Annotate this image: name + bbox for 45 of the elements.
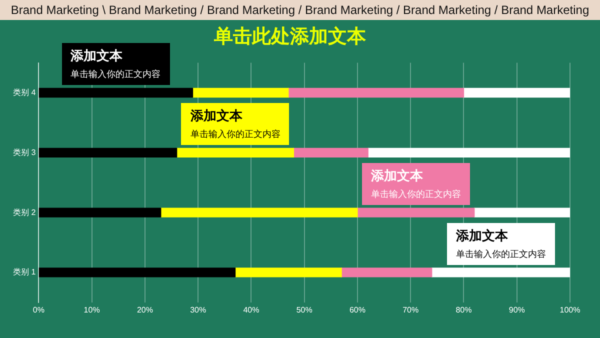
bar <box>288 88 464 98</box>
text-callout: 添加文本 单击输入你的正文内容 <box>446 222 555 265</box>
text-callout: 添加文本 单击输入你的正文内容 <box>181 103 290 146</box>
x-tick-label: 100% <box>560 305 580 314</box>
x-tick-label: 0% <box>32 305 44 314</box>
annotation: 单击输入你的正文内容 <box>456 248 546 261</box>
x-tick-label: 20% <box>136 305 153 314</box>
annotation: 单击输入你的正文内容 <box>70 68 161 82</box>
bar <box>176 148 294 158</box>
bar <box>474 208 570 218</box>
bar <box>293 148 368 158</box>
x-tick-label: 50% <box>296 305 312 314</box>
bar <box>160 208 358 218</box>
x-tick-label: 80% <box>456 305 472 314</box>
chart-title: 单击此处添加文本 <box>213 26 367 48</box>
y-tick-label: 类别 2 <box>13 208 36 217</box>
annotation: 单击输入你的正文内容 <box>370 188 461 202</box>
x-tick-label: 10% <box>84 305 100 314</box>
bar <box>192 88 289 98</box>
y-tick-label: 类别 3 <box>13 148 36 157</box>
bar <box>38 268 236 278</box>
bar <box>38 208 162 218</box>
y-tick-label: 类别 4 <box>13 88 36 97</box>
x-tick-label: 70% <box>402 305 419 314</box>
bar <box>341 268 432 278</box>
text: Brand Marketing \ Brand Marketing / Brand Marketing / Brand Marketing / Brand Marketing / Brand Marketing <box>0 0 600 20</box>
bar <box>234 268 342 278</box>
annotation: 添加文本 <box>370 168 424 184</box>
annotation: 添加文本 <box>190 108 244 124</box>
x-tick-label: 40% <box>243 305 260 314</box>
text-callout: 添加文本 单击输入你的正文内容 <box>62 43 170 86</box>
bar <box>463 88 570 98</box>
bar <box>432 268 570 278</box>
x-tick-label: 30% <box>190 305 206 314</box>
bar <box>357 208 475 218</box>
annotation: 单击输入你的正文内容 <box>190 128 280 142</box>
x-tick-label: 90% <box>508 305 525 314</box>
annotation: 添加文本 <box>456 228 509 244</box>
y-tick-label: 类别 1 <box>13 268 36 277</box>
bar <box>368 148 570 158</box>
bar <box>38 88 194 98</box>
text-callout: 添加文本 单击输入你的正文内容 <box>362 163 470 206</box>
annotation: 添加文本 <box>70 48 124 64</box>
x-tick-label: 60% <box>349 305 366 314</box>
bar <box>38 148 178 158</box>
